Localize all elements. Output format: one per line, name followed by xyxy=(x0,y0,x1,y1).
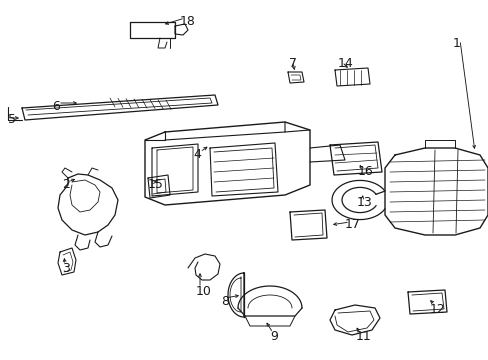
Text: 4: 4 xyxy=(193,148,201,161)
Text: 18: 18 xyxy=(180,15,196,28)
Text: 7: 7 xyxy=(288,57,296,70)
Text: 1: 1 xyxy=(452,37,460,50)
Text: 17: 17 xyxy=(345,218,360,231)
Text: 13: 13 xyxy=(356,196,372,209)
Text: 3: 3 xyxy=(62,262,70,275)
Text: 10: 10 xyxy=(196,285,211,298)
Text: 11: 11 xyxy=(355,330,371,343)
Text: 8: 8 xyxy=(221,295,228,308)
Text: 6: 6 xyxy=(52,100,60,113)
Text: 2: 2 xyxy=(62,178,70,191)
Text: 12: 12 xyxy=(429,303,445,316)
Text: 5: 5 xyxy=(8,113,16,126)
Text: 14: 14 xyxy=(337,57,353,70)
Text: 15: 15 xyxy=(148,178,163,191)
Text: 16: 16 xyxy=(357,165,373,178)
Text: 9: 9 xyxy=(269,330,277,343)
